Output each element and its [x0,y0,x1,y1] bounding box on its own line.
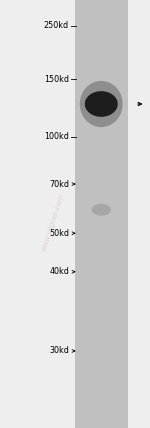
Ellipse shape [92,204,111,216]
Bar [75,0,128,428]
Text: 250kd: 250kd [44,21,69,30]
Text: 50kd: 50kd [49,229,69,238]
Ellipse shape [85,91,118,117]
Text: 100kd: 100kd [44,132,69,142]
Ellipse shape [80,81,123,127]
Text: 70kd: 70kd [49,179,69,189]
Text: www.ptglab.com: www.ptglab.com [40,193,65,252]
Text: 30kd: 30kd [49,346,69,356]
Text: 150kd: 150kd [44,74,69,84]
Text: 40kd: 40kd [49,267,69,276]
